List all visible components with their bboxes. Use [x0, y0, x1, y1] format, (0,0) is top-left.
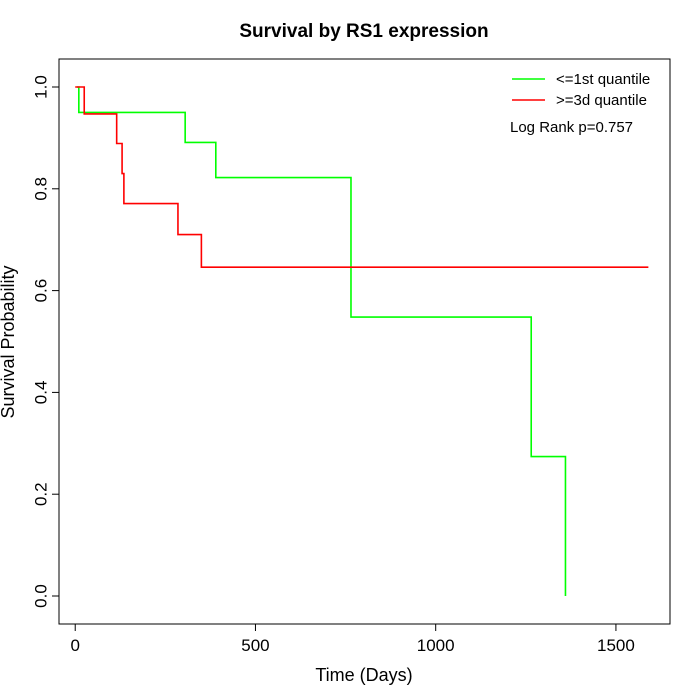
x-tick-label: 1500: [597, 636, 635, 655]
y-tick-label: 0.6: [32, 279, 51, 303]
y-tick-label: 1.0: [32, 75, 51, 99]
plot-frame: [58, 58, 671, 625]
y-tick-label: 0.8: [32, 177, 51, 201]
x-tick-label: 0: [70, 636, 79, 655]
series-line: [77, 86, 567, 597]
x-axis-label: Time (Days): [315, 665, 412, 685]
x-tick-label: 500: [241, 636, 269, 655]
axes: 0 500 1000 1500 0.0 0.2 0.4 0.6 0.8 1.0: [32, 75, 635, 655]
chart-title: Survival by RS1 expression: [239, 21, 488, 42]
y-tick-label: 0.4: [32, 381, 51, 405]
y-tick-label: 0.2: [32, 482, 51, 506]
x-tick-label: 1000: [417, 636, 455, 655]
series-line: [75, 86, 649, 268]
y-axis-label: Survival Probability: [0, 265, 18, 418]
log-rank-annotation: Log Rank p=0.757: [510, 119, 633, 136]
legend: <=1st quantile >=3d quantile: [512, 71, 650, 109]
legend-label: >=3d quantile: [556, 92, 647, 109]
legend-label: <=1st quantile: [556, 71, 650, 88]
series-layer: [75, 86, 649, 597]
y-tick-label: 0.0: [32, 584, 51, 608]
